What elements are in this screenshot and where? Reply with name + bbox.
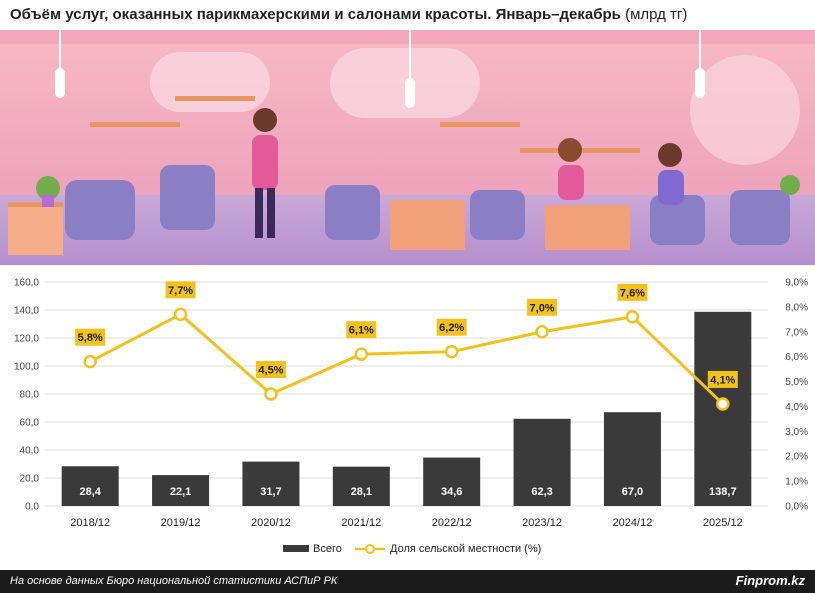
y-left-tick-label: 20,0	[20, 474, 40, 485]
line-point	[716, 397, 730, 411]
line-point	[83, 354, 97, 369]
y-right-tick-label: 0,0%	[785, 502, 808, 513]
y-axis-left: 0,0 20,0 40,0 60,0 80,0 100,0 120,0 140,0 160,0	[14, 278, 39, 513]
y-left-tick-label: 160,0	[14, 278, 39, 289]
bar-labels: 28,4 22,1 31,7 28,1 34,6 62,3 67,0 138,7	[79, 486, 736, 498]
y-right-tick-label: 6,0%	[785, 352, 808, 363]
y-left-tick-label: 40,0	[20, 446, 40, 457]
series-line	[89, 312, 724, 406]
line-series	[83, 307, 730, 411]
line-label-box	[346, 321, 377, 339]
bar	[603, 412, 661, 506]
line-label-box	[617, 283, 648, 301]
bar-value-label: 22,1	[170, 486, 191, 498]
y-right-tick-label: 1,0%	[785, 477, 808, 488]
line-value-label: 7,7%	[168, 285, 193, 297]
line-point	[264, 387, 278, 401]
title-unit: (млрд тг)	[625, 6, 688, 23]
bar	[423, 457, 481, 506]
bar-value-label: 138,7	[709, 486, 737, 498]
bar	[61, 466, 119, 506]
line-value-label: 6,2%	[439, 322, 464, 334]
legend-label-bar: Всего	[313, 543, 342, 555]
line-value-label: 4,5%	[258, 365, 283, 377]
bar-value-label: 67,0	[622, 486, 643, 498]
y-left-tick-label: 60,0	[20, 418, 40, 429]
x-tick-label: 2023/12	[522, 517, 562, 529]
salon-illustration	[0, 30, 815, 265]
x-tick-label: 2020/12	[251, 517, 291, 529]
line-label-box	[165, 281, 196, 299]
bar-value-label: 28,1	[351, 486, 372, 498]
line-point	[444, 344, 459, 359]
y-right-tick-label: 4,0%	[785, 402, 808, 413]
bar-value-label: 62,3	[531, 486, 552, 498]
x-tick-label: 2021/12	[341, 517, 381, 529]
x-tick-label: 2025/12	[703, 517, 743, 529]
x-axis: 2018/12 2019/12 2020/12 2021/12 2022/12 2023/…	[70, 517, 742, 529]
line-label-box	[527, 298, 558, 316]
y-right-tick-label: 7,0%	[785, 327, 808, 338]
y-right-tick-label: 9,0%	[785, 278, 808, 289]
y-left-tick-label: 80,0	[20, 390, 40, 401]
bar	[242, 461, 300, 506]
legend-swatch-marker	[365, 544, 375, 554]
bar-value-label: 31,7	[260, 486, 281, 498]
legend-swatch-bar	[283, 545, 309, 552]
line-point	[173, 307, 188, 322]
line-label-box	[75, 328, 106, 346]
bar-value-label: 28,4	[79, 486, 101, 498]
y-right-tick-label: 3,0%	[785, 427, 808, 438]
legend: Всего Доля сельской местности (%)	[283, 543, 541, 555]
y-axis-right: 0,0% 1,0% 2,0% 3,0% 4,0% 5,0% 6,0% 7,0% 8,0% 9,0%	[785, 278, 808, 513]
line-point	[535, 325, 549, 339]
bar	[513, 418, 571, 506]
y-right-tick-label: 5,0%	[785, 377, 808, 388]
bar	[332, 466, 390, 506]
y-left-tick-label: 140,0	[14, 306, 39, 317]
x-tick-label: 2022/12	[432, 517, 472, 529]
line-label-box	[436, 318, 467, 336]
line-value-label: 5,8%	[78, 332, 103, 344]
line-point	[354, 347, 369, 361]
line-value-label: 4,1%	[710, 374, 735, 386]
y-left-tick-label: 0,0	[25, 502, 39, 513]
bar-series	[61, 311, 752, 506]
line-point	[625, 310, 640, 324]
line-label-box	[255, 361, 286, 378]
brand-logo-text: Finprom.kz	[735, 573, 805, 588]
y-right-tick-label: 8,0%	[785, 302, 808, 313]
line-value-label: 7,6%	[620, 287, 645, 299]
chart-title: Объём услуг, оказанных парикмахерскими и…	[10, 6, 810, 23]
y-left-tick-label: 120,0	[14, 334, 39, 345]
line-value-label: 6,1%	[349, 325, 374, 337]
line-label-box	[707, 370, 738, 388]
legend-label-line: Доля сельской местности (%)	[390, 543, 541, 555]
line-value-label: 7,0%	[530, 302, 555, 314]
y-left-tick-label: 100,0	[14, 362, 39, 373]
line-labels: 5,8% 7,7% 4,5% 6,1% 6,2% 7,0% 7,6% 4,1%	[75, 281, 738, 388]
x-tick-label: 2024/12	[613, 517, 653, 529]
x-tick-label: 2019/12	[161, 517, 201, 529]
chart-area: 0,020,040,060,080,0100,0120,0140,0160,0 …	[14, 278, 808, 556]
footer-bar: На основе данных Бюро национальной стати…	[0, 570, 815, 593]
title-text: Объём услуг, оказанных парикмахерскими и…	[10, 6, 621, 23]
bar	[152, 475, 210, 506]
source-note: На основе данных Бюро национальной стати…	[10, 575, 338, 587]
y-right-tick-label: 2,0%	[785, 452, 808, 463]
bar-value-label: 34,6	[441, 486, 462, 498]
x-tick-label: 2018/12	[70, 517, 110, 529]
